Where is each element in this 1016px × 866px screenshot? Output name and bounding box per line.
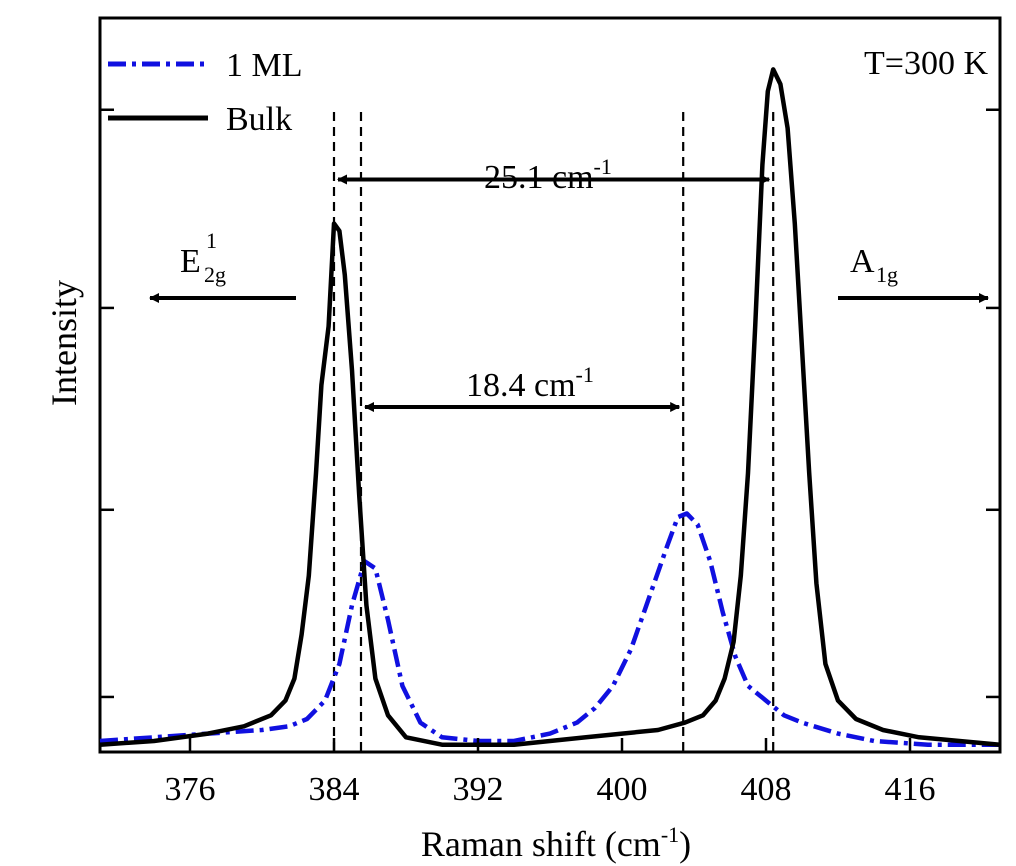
plot-frame — [98, 16, 1002, 754]
series-line-bulk — [99, 67, 1001, 747]
series-layer — [99, 67, 1001, 747]
x-tick-label-400: 400 — [597, 771, 648, 808]
x-axis-title-sup: -1 — [661, 822, 679, 847]
y-axis-title: Intensity — [44, 280, 84, 406]
legend-label-bulk: Bulk — [226, 101, 292, 138]
ml-separation-label: 18.4 cm-1 — [466, 362, 594, 404]
series-line-1ml — [99, 511, 1000, 747]
x-tick-label-384: 384 — [309, 771, 360, 808]
a1g-base: A — [850, 243, 875, 280]
legend-label-1ml: 1 ML — [226, 47, 303, 84]
bulk-separation-value: 25.1 cm — [484, 159, 594, 196]
x-axis-title: Raman shift (cm-1) — [421, 822, 691, 864]
a1g-sub: 1g — [876, 262, 898, 287]
ml-separation-sup: -1 — [576, 362, 594, 387]
ml-separation-value: 18.4 cm — [466, 367, 576, 404]
x-tick-label-392: 392 — [453, 771, 504, 808]
e2g-sup: 1 — [206, 228, 217, 253]
bulk-separation-sup: -1 — [594, 154, 612, 179]
e2g-mode-label: E 1 2g — [149, 228, 296, 303]
temperature-label: T=300 K — [864, 45, 988, 82]
x-tick-label-408: 408 — [741, 771, 792, 808]
e2g-base: E — [180, 243, 201, 280]
x-axis-title-main: Raman shift (cm — [421, 824, 661, 864]
x-axis-title-close: ) — [679, 824, 691, 864]
separation-arrows — [337, 174, 771, 413]
e2g-sub: 2g — [204, 262, 226, 287]
reference-lines — [332, 112, 775, 752]
bulk-separation-label: 25.1 cm-1 — [484, 154, 612, 196]
x-tick-label-416: 416 — [885, 771, 936, 808]
ticks: 376 384 392 400 408 416 — [100, 108, 1000, 808]
a1g-mode-label: A 1g — [838, 243, 989, 303]
legend: 1 ML Bulk — [108, 47, 303, 138]
x-tick-label-376: 376 — [165, 771, 216, 808]
